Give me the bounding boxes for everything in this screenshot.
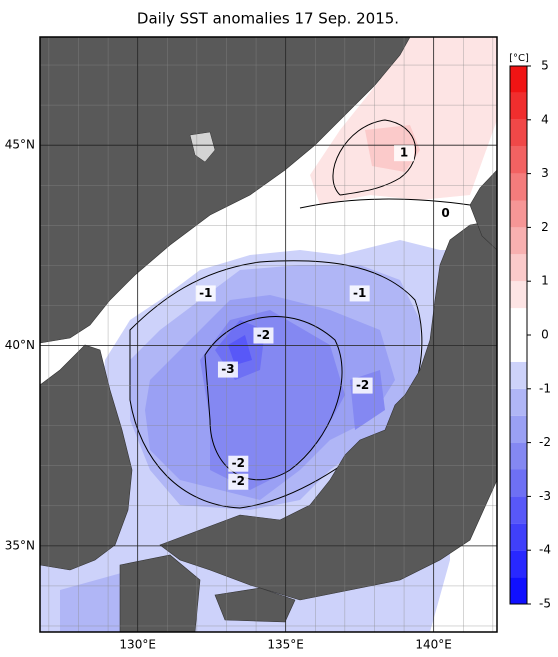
colorbar-bin [510,577,527,604]
colorbar-tick-label: -5 [539,597,551,611]
colorbar: 5 4 3 2 1 0 -1 -2 -3 -4 -5 [509,59,551,611]
colorbar-bin [510,92,527,120]
colorbar-bin [510,523,527,551]
contour-labels: 1 0 -1 -1 -2 -3 -2 -2 -2 [195,145,456,490]
colorbar-bin [510,281,527,309]
warm-area [310,37,497,205]
contour-line [299,198,497,209]
contour-label: -1 [199,286,212,300]
contour-label-box [394,145,415,162]
colorbar-tick-label: 0 [541,328,549,342]
contour-label: 0 [441,206,449,220]
contour-label: -2 [232,456,245,470]
contour-label-box [195,285,216,302]
colorbar-bin [510,308,527,335]
colorbar-tick-label: -4 [539,543,551,557]
lat-tick-label: 35°N [5,538,35,552]
colorbar-bin [510,415,527,443]
contour-label-box [352,377,373,394]
colorbar-tick-label: 4 [541,112,549,126]
contour-label: -1 [353,286,366,300]
cool-area [228,335,252,365]
lon-tick-label: 135°E [267,638,304,652]
colorbar-bin [510,496,527,524]
contour-label: -2 [257,328,270,342]
colorbar-bin [510,66,527,93]
colorbar-bin [510,388,527,416]
lat-tick-label: 45°N [5,138,35,152]
colorbar-bin [510,469,527,497]
colorbar-bin [510,442,527,470]
land [469,169,497,251]
colorbar-bin [510,173,527,201]
colorbar-tick-label: -3 [539,489,551,503]
colorbar-bin [510,361,527,389]
contour-label-box [435,205,456,222]
contour-label-box [228,455,249,472]
contour-label: 1 [400,146,408,160]
colorbar-bin [510,550,527,578]
colorbar-tick-label: 5 [541,59,549,73]
land [119,554,201,632]
map-title: Daily SST anomalies 17 Sep. 2015. [137,10,399,28]
land [214,587,296,623]
colorbar-bin [510,227,527,255]
contour-label-box [349,285,370,302]
colorbar-bin [510,335,527,362]
colorbar-tick-label: 1 [541,274,549,288]
contour-label-box [217,361,238,378]
colorbar-tick-label: 2 [541,220,549,234]
lon-tick-label: 130°E [119,638,156,652]
land [40,37,411,344]
contour-line [332,119,416,196]
map-frame [39,36,498,633]
contour-label: -2 [232,474,245,488]
no-data-area [189,131,216,163]
colorbar-tick-label: 3 [541,166,549,180]
grid [40,37,497,632]
land [40,344,133,571]
contour-label: -2 [356,378,369,392]
colorbar-unit: [°C] [509,53,529,64]
contour-label-box [253,327,274,344]
lon-tick-label: 140°E [415,638,452,652]
land [159,219,497,601]
colorbar-bin [510,119,527,147]
lat-tick-label: 40°N [5,338,35,352]
colorbar-tick-label: -1 [539,381,551,395]
colorbar-bin [510,200,527,228]
contour-label-box [228,473,249,490]
contour-label: -3 [221,362,234,376]
colorbar-tick-label: -2 [539,435,551,449]
colorbar-bin [510,146,527,174]
colorbar-bin [510,254,527,282]
